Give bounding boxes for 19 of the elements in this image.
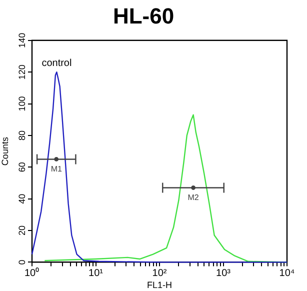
y-tick-label: 0 xyxy=(16,260,27,265)
y-axis-title: Counts xyxy=(0,136,10,166)
series-label: M1 xyxy=(50,164,62,174)
x-tick-label: 10⁰ xyxy=(24,266,40,279)
y-tick-label: 120 xyxy=(16,64,27,80)
y-tick-label: 140 xyxy=(16,32,27,48)
x-tick-label: 10¹ xyxy=(88,268,104,279)
x-tick-label: 10⁴ xyxy=(279,268,295,279)
y-tick-label: 20 xyxy=(16,226,27,236)
y-tick-label: 100 xyxy=(16,96,27,112)
x-axis-title: FL1-H xyxy=(146,280,172,290)
series-label: control xyxy=(42,58,72,69)
chart-title: HL-60 xyxy=(112,3,174,28)
series-label: M2 xyxy=(188,192,200,202)
y-tick-label: 60 xyxy=(16,162,27,172)
y-tick-label: 80 xyxy=(16,130,27,140)
x-tick-label: 10³ xyxy=(216,268,232,279)
x-tick-label: 10² xyxy=(152,268,168,279)
y-tick-label: 40 xyxy=(16,194,27,204)
